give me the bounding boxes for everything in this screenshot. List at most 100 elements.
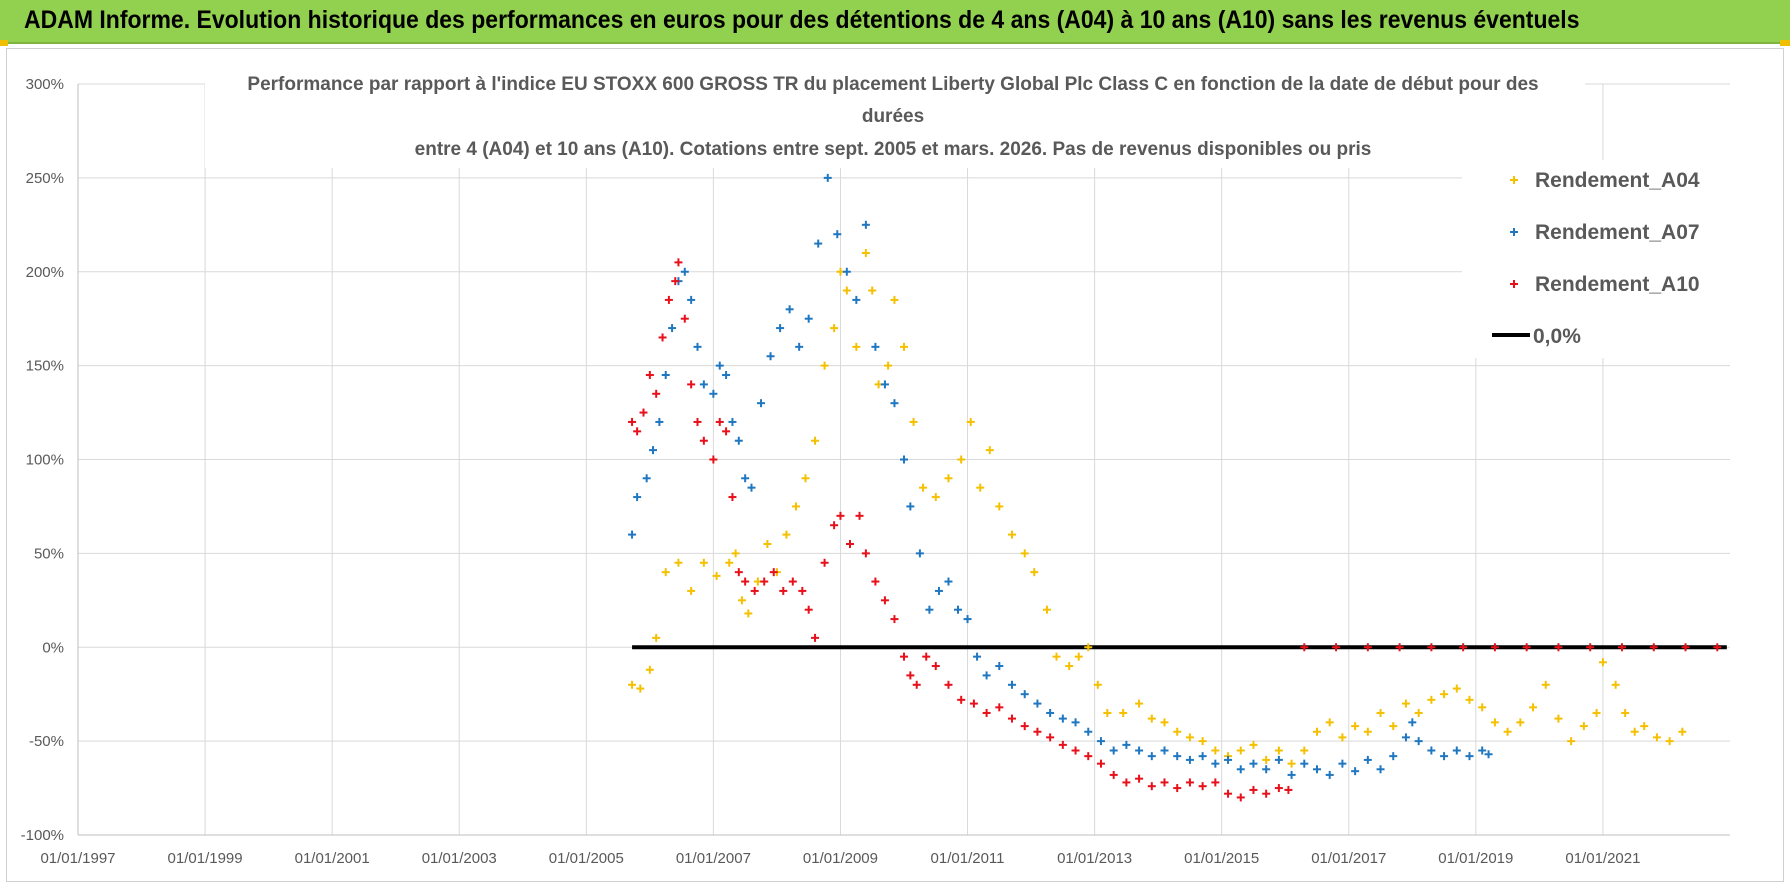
data-point bbox=[757, 399, 766, 408]
data-point bbox=[628, 680, 637, 689]
x-tick-label: 01/01/1997 bbox=[40, 850, 115, 867]
data-point bbox=[1640, 722, 1649, 731]
data-point bbox=[1586, 643, 1595, 652]
data-point bbox=[652, 389, 661, 398]
data-point bbox=[652, 633, 661, 642]
data-point bbox=[1440, 690, 1449, 699]
x-tick-label: 01/01/2005 bbox=[549, 850, 624, 867]
data-point bbox=[1427, 643, 1436, 652]
data-point bbox=[954, 605, 963, 614]
data-point bbox=[1198, 782, 1207, 791]
data-point bbox=[1452, 746, 1461, 755]
chart-title: Performance par rapport à l'indice EU ST… bbox=[205, 68, 1585, 168]
data-point bbox=[1338, 733, 1347, 742]
data-point bbox=[1351, 767, 1360, 776]
title-background bbox=[205, 68, 1585, 168]
data-point bbox=[1579, 722, 1588, 731]
data-point bbox=[1554, 714, 1563, 723]
banner-corner-left bbox=[0, 40, 8, 46]
data-point bbox=[725, 558, 734, 567]
data-point bbox=[1459, 643, 1468, 652]
data-point bbox=[728, 417, 737, 426]
data-point bbox=[820, 361, 829, 370]
data-point bbox=[687, 586, 696, 595]
chart-title-line: Performance par rapport à l'indice EU ST… bbox=[247, 74, 1538, 95]
data-point bbox=[1224, 755, 1233, 764]
data-point bbox=[982, 671, 991, 680]
data-point bbox=[671, 277, 680, 286]
data-point bbox=[1236, 746, 1245, 755]
data-point bbox=[1173, 727, 1182, 736]
data-point bbox=[1249, 785, 1258, 794]
data-point bbox=[639, 408, 648, 417]
data-point bbox=[628, 417, 637, 426]
data-point bbox=[1395, 643, 1404, 652]
data-point bbox=[1058, 740, 1067, 749]
data-point bbox=[909, 417, 918, 426]
data-point bbox=[1249, 740, 1258, 749]
y-tick-label: 300% bbox=[26, 76, 64, 93]
data-point bbox=[1093, 680, 1102, 689]
data-point bbox=[785, 305, 794, 314]
data-point bbox=[976, 483, 985, 492]
data-point bbox=[1665, 737, 1674, 746]
data-point bbox=[890, 399, 899, 408]
data-point bbox=[1084, 752, 1093, 761]
data-point bbox=[722, 371, 731, 380]
y-tick-label: 200% bbox=[26, 264, 64, 281]
data-point bbox=[709, 455, 718, 464]
data-point bbox=[1096, 759, 1105, 768]
data-point bbox=[1071, 746, 1080, 755]
data-point bbox=[957, 455, 966, 464]
data-point bbox=[1008, 714, 1017, 723]
data-point bbox=[1058, 714, 1067, 723]
data-point bbox=[1084, 643, 1093, 652]
data-point bbox=[1274, 755, 1283, 764]
data-point bbox=[811, 436, 820, 445]
data-point bbox=[741, 474, 750, 483]
x-tick-label: 01/01/2011 bbox=[931, 850, 1005, 867]
data-point bbox=[1046, 733, 1055, 742]
data-point bbox=[804, 605, 813, 614]
data-point bbox=[830, 324, 839, 333]
data-point bbox=[900, 455, 908, 464]
data-point bbox=[861, 248, 870, 257]
data-point bbox=[811, 633, 820, 642]
data-point bbox=[788, 577, 797, 586]
data-point bbox=[833, 230, 842, 239]
data-point bbox=[645, 371, 654, 380]
data-point bbox=[1414, 737, 1423, 746]
data-point bbox=[1071, 718, 1080, 727]
data-point bbox=[852, 295, 861, 304]
data-point bbox=[1198, 752, 1207, 761]
data-point bbox=[1332, 643, 1341, 652]
series-Rendement_A10 bbox=[628, 258, 1722, 802]
data-point bbox=[628, 530, 637, 539]
data-point bbox=[1617, 643, 1626, 652]
data-point bbox=[779, 586, 788, 595]
x-tick-label: 01/01/2019 bbox=[1438, 850, 1513, 867]
data-point bbox=[1065, 662, 1074, 671]
data-point bbox=[715, 417, 724, 426]
data-point bbox=[836, 511, 845, 520]
report-banner: ADAM Informe. Evolution historique des p… bbox=[0, 0, 1790, 44]
data-point bbox=[1363, 755, 1372, 764]
data-point bbox=[801, 474, 810, 483]
data-point bbox=[722, 427, 731, 436]
data-point bbox=[1598, 658, 1607, 667]
data-point bbox=[880, 596, 889, 605]
data-point bbox=[1185, 733, 1194, 742]
x-tick-label: 01/01/2001 bbox=[295, 850, 370, 867]
data-point bbox=[693, 342, 702, 351]
banner-corner-right bbox=[1780, 40, 1790, 46]
y-tick-label: 150% bbox=[26, 358, 64, 375]
data-point bbox=[922, 652, 931, 661]
data-point bbox=[1363, 727, 1372, 736]
data-point bbox=[1567, 737, 1576, 746]
data-point bbox=[1338, 759, 1347, 768]
data-point bbox=[1478, 703, 1487, 712]
data-point bbox=[693, 417, 702, 426]
data-point bbox=[1046, 708, 1055, 717]
data-point bbox=[661, 371, 670, 380]
data-point bbox=[884, 361, 893, 370]
